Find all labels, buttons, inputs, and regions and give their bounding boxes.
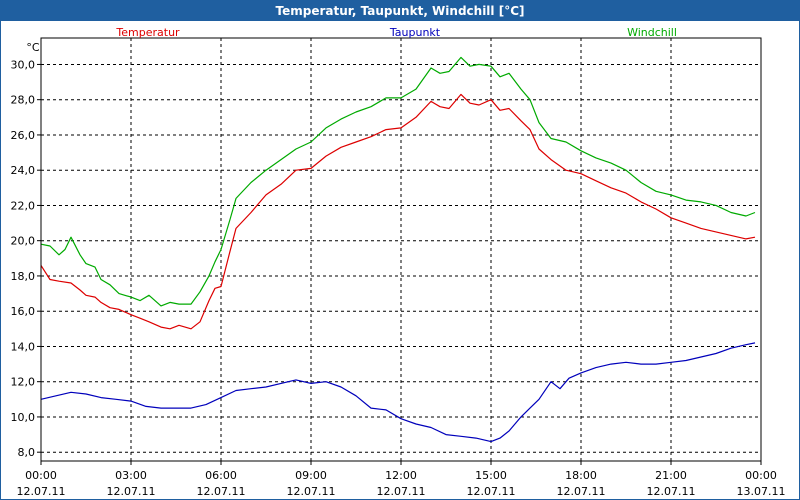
legend-windchill: Windchill <box>627 26 677 39</box>
chart-title: Temperatur, Taupunkt, Windchill [°C] <box>1 1 799 21</box>
x-tick-time: 06:00 <box>205 469 237 482</box>
y-tick-label: 16,0 <box>11 305 36 318</box>
x-tick-time: 15:00 <box>475 469 507 482</box>
x-tick-time: 21:00 <box>655 469 687 482</box>
y-tick-label: 20,0 <box>11 235 36 248</box>
x-tick-date: 12.07.11 <box>377 485 426 498</box>
x-tick-time: 00:00 <box>25 469 57 482</box>
series-line-taupunkt <box>40 342 756 443</box>
y-tick-label: 12,0 <box>11 376 36 389</box>
x-tick-time: 09:00 <box>295 469 327 482</box>
x-tick-date: 13.07.11 <box>737 485 786 498</box>
legend-temperatur: Temperatur <box>115 26 180 39</box>
x-tick-time: 03:00 <box>115 469 147 482</box>
x-tick-date: 12.07.11 <box>197 485 246 498</box>
y-tick-label: 14,0 <box>11 340 36 353</box>
y-axis: 8,0 10,0 12,0 14,0 16,0 18,0 20,0 22,0 24,0 26,0 2… <box>11 58 41 459</box>
x-tick-date: 12.07.11 <box>647 485 696 498</box>
legend: Temperatur Taupunkt Windchill <box>115 26 677 39</box>
y-tick-label: 10,0 <box>11 411 36 424</box>
y-tick-label: 8,0 <box>18 446 36 459</box>
x-tick-time: 12:00 <box>385 469 417 482</box>
series-line-windchill <box>40 56 756 307</box>
y-tick-label: 18,0 <box>11 270 36 283</box>
series-lines <box>40 56 756 443</box>
x-tick-date: 12.07.11 <box>467 485 516 498</box>
y-axis-label: °C <box>26 41 40 54</box>
x-tick-date: 12.07.11 <box>107 485 156 498</box>
x-axis: 00:00 12.07.11 03:00 12.07.11 06:00 12.07.11 0… <box>17 461 786 498</box>
grid-lines <box>41 38 761 461</box>
x-tick-date: 12.07.11 <box>557 485 606 498</box>
x-tick-time: 18:00 <box>565 469 597 482</box>
y-tick-label: 30,0 <box>11 58 36 71</box>
y-tick-label: 24,0 <box>11 164 36 177</box>
x-tick-date: 12.07.11 <box>17 485 66 498</box>
x-tick-date: 12.07.11 <box>287 485 336 498</box>
y-tick-label: 26,0 <box>11 129 36 142</box>
y-tick-label: 22,0 <box>11 199 36 212</box>
legend-taupunkt: Taupunkt <box>389 26 441 39</box>
y-tick-label: 28,0 <box>11 94 36 107</box>
x-tick-time: 00:00 <box>745 469 777 482</box>
series-line-temperatur <box>40 93 756 330</box>
